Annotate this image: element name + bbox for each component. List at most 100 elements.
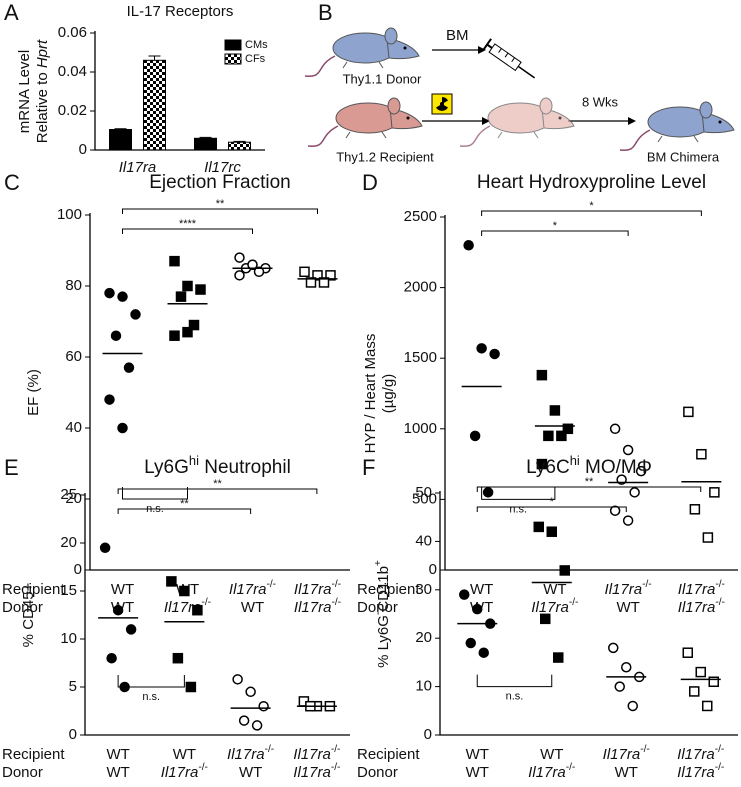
panel-letter: E: [4, 455, 19, 480]
recipient-label: Il17ra-/-: [227, 744, 274, 763]
data-point: [305, 277, 317, 288]
data-point: [540, 613, 551, 625]
recipient-label: WT: [466, 746, 489, 763]
recipient-label: Il17ra-/-: [677, 744, 724, 763]
mouse-tail: [307, 125, 339, 147]
axis: [89, 213, 350, 571]
data-point: [234, 252, 245, 263]
text-part: Il17ra: [677, 746, 715, 763]
significance: ****: [179, 218, 197, 230]
panel-letter: C: [4, 170, 20, 195]
data-point: [459, 589, 470, 600]
y-tick-label: 20: [415, 629, 432, 646]
data-point: [195, 284, 206, 295]
bracket: [476, 486, 702, 492]
data-point: [104, 394, 115, 405]
significance: n.s.: [142, 691, 160, 703]
significance: n.s.: [506, 691, 524, 703]
recipient-label: WT: [470, 581, 493, 598]
data-point: [123, 362, 135, 373]
text-part: -: [373, 612, 384, 615]
data-point: [110, 330, 122, 341]
data-point: [463, 239, 474, 251]
text-part: -/-: [642, 579, 652, 590]
mouse-tail: [459, 125, 491, 147]
y-tick-label: 15: [60, 582, 77, 599]
mouse: [307, 97, 423, 147]
mouse-feet: [497, 131, 539, 139]
bracket: [481, 210, 702, 216]
recipient-label: WT: [106, 746, 129, 763]
data-point: [682, 647, 693, 658]
text-part: -/-: [331, 744, 341, 755]
data-point: [179, 585, 190, 597]
panel-letter: B: [318, 0, 333, 25]
data-point: [482, 487, 494, 498]
data-point: [234, 270, 245, 281]
y-tick-label: 1500: [404, 349, 437, 366]
data-point: [465, 637, 476, 649]
row-label: Recipient: [2, 581, 65, 598]
recipient-label: Il17ra-/-: [605, 579, 652, 598]
data-point: [188, 319, 200, 331]
mouse-feet: [657, 135, 699, 143]
y-tick-label: 10: [60, 630, 77, 647]
data-point: [185, 681, 197, 693]
row-label: Donor: [357, 599, 398, 616]
diagram-label: Thy1.1 Donor: [343, 71, 422, 86]
data-point: [536, 369, 548, 381]
data-point: [683, 406, 694, 418]
mouse-tail: [619, 129, 651, 151]
donor-label: Il17ra-/-: [164, 597, 211, 616]
mouse: [459, 97, 575, 147]
data-point: [247, 259, 258, 270]
y-tick-label: 50: [415, 484, 432, 501]
diagram-label: 8 Wks: [582, 94, 619, 109]
y-tick-label: 25: [60, 486, 77, 503]
text-part: Il17rc: [204, 159, 241, 176]
text-part: -/-: [331, 579, 341, 590]
data-point: [169, 255, 180, 267]
bar: [228, 141, 251, 151]
text-part: Il17ra: [528, 764, 566, 781]
panel-letter: A: [4, 0, 19, 25]
panel-b: B BM Thy1.1 Donor Thy1.2 Recipient 8 Wks…: [318, 0, 720, 164]
data-point: [608, 642, 619, 654]
data-point: [172, 652, 184, 664]
panel-letter: D: [362, 170, 378, 195]
bracket: [122, 208, 318, 214]
data-point: [238, 715, 250, 726]
mouse-ear: [539, 97, 553, 115]
row-label: Donor: [357, 764, 398, 781]
data-point: [318, 277, 330, 288]
bracket: [476, 506, 627, 512]
text-part: hi: [189, 453, 199, 468]
significance: **: [585, 476, 594, 488]
text-part: Il17ra: [161, 764, 199, 781]
data-point: [546, 526, 557, 537]
data-point: [117, 291, 128, 302]
data-point: [182, 280, 193, 292]
text-part: -/-: [566, 762, 576, 773]
arrow-head: [482, 117, 490, 125]
recipient-label: Il17ra-/-: [229, 579, 276, 598]
mouse: [304, 27, 420, 77]
data-point: [709, 487, 720, 498]
chart-title: IL-17 Receptors: [127, 3, 234, 20]
text-part: Il17ra: [119, 159, 157, 176]
mouse-head: [386, 37, 420, 60]
y-tick-label: 20: [60, 534, 77, 551]
text-part: Il17ra: [227, 746, 265, 763]
y-tick-label: 1000: [404, 420, 437, 437]
axis: [444, 215, 738, 571]
data-point: [702, 532, 714, 543]
significance: **: [216, 198, 225, 210]
data-point: [166, 576, 177, 587]
mouse-ear: [384, 27, 398, 45]
text-part: -/-: [715, 597, 725, 608]
y-tick-label: 0.06: [58, 24, 87, 41]
data-point: [312, 270, 323, 281]
recipient-label: Il17ra-/-: [294, 579, 341, 598]
mouse-head: [541, 107, 575, 130]
text-part: Il17ra: [605, 581, 643, 598]
